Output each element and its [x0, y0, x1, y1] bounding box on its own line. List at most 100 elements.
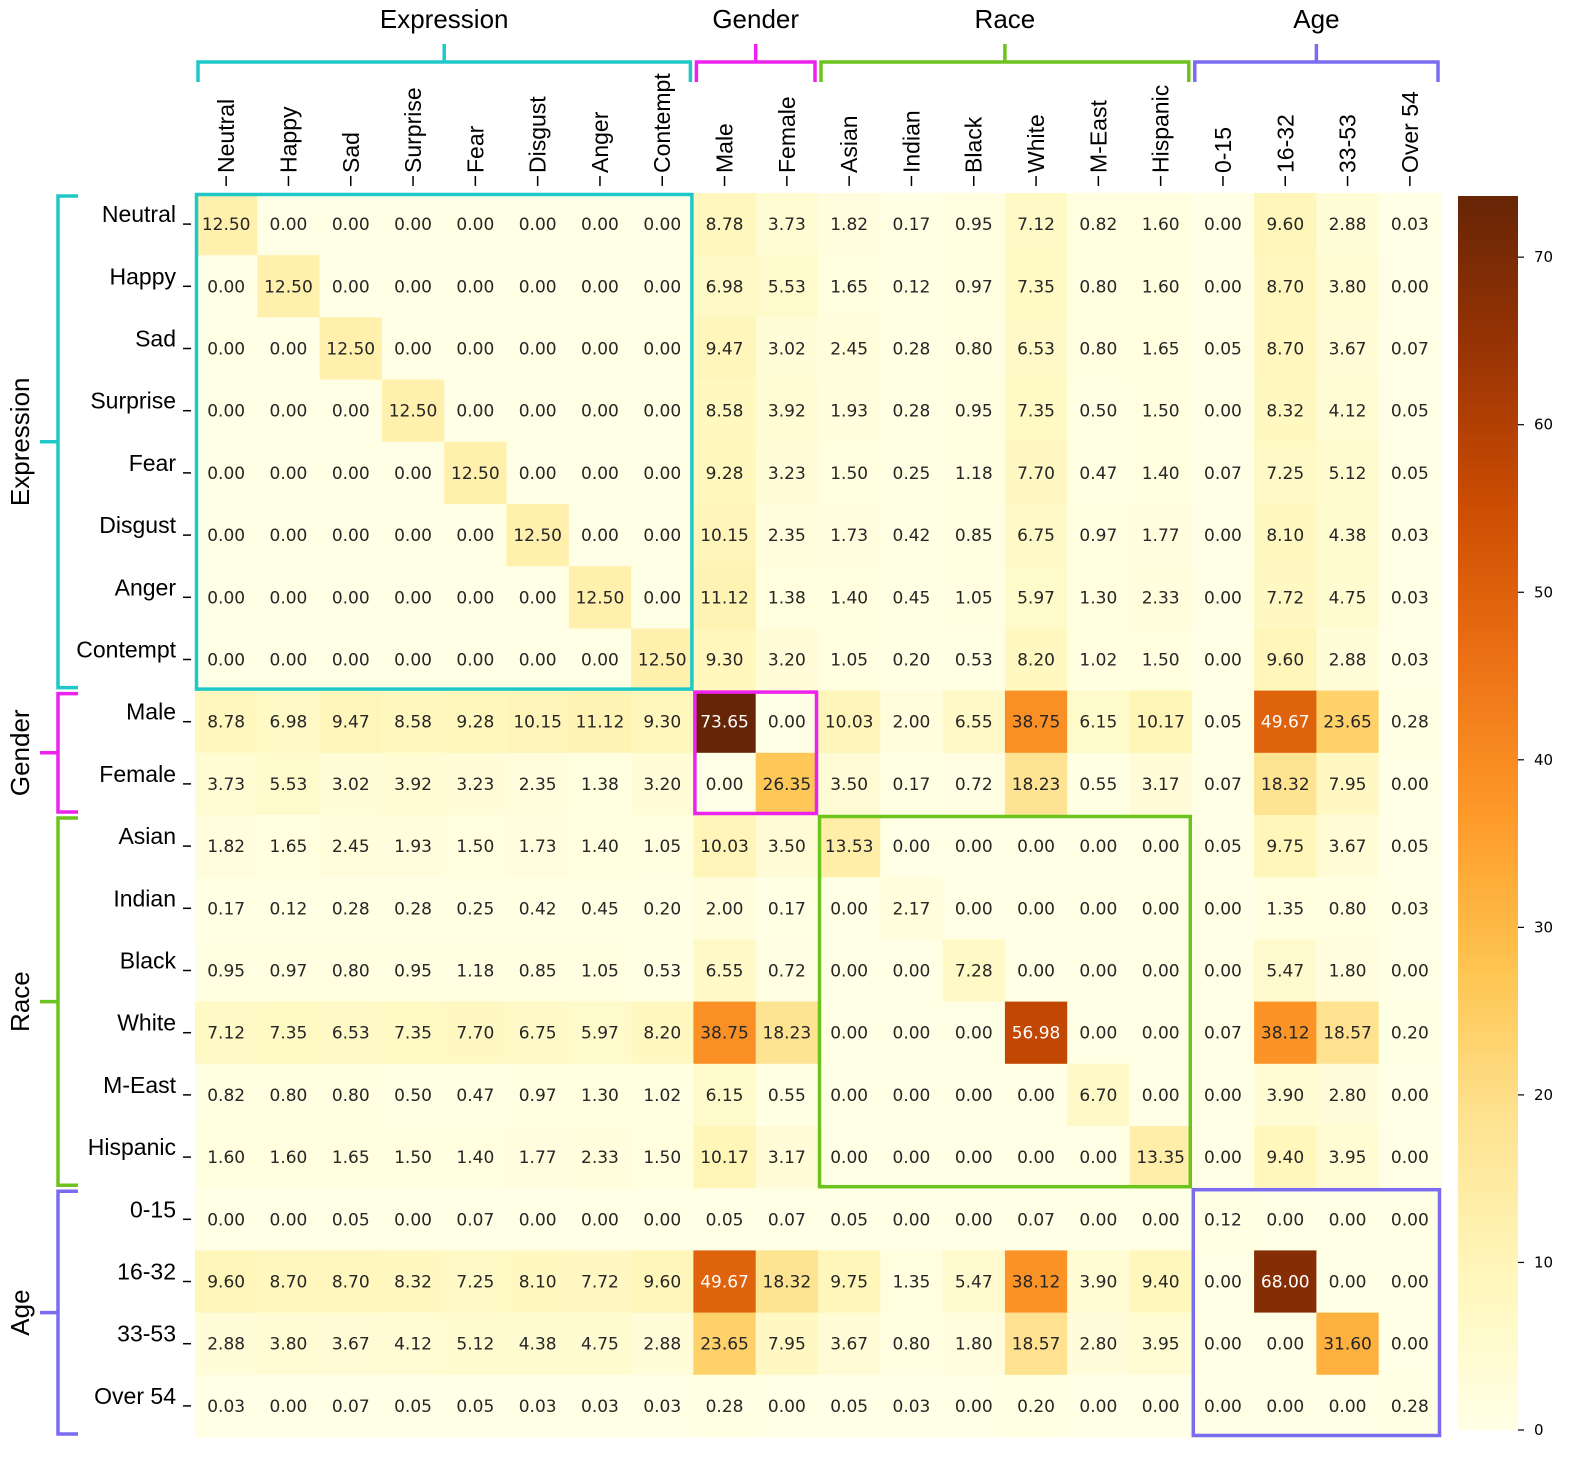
cell-value-label: 0.28 — [706, 1397, 744, 1417]
heatmap-cell — [1067, 1374, 1131, 1438]
cell-value-label: 2.00 — [893, 713, 931, 733]
cell-value-label: 0.00 — [207, 340, 245, 360]
column-label: M-East — [1085, 100, 1111, 173]
cell-value-label: 0.00 — [1204, 1273, 1242, 1293]
heatmap-cell — [631, 255, 694, 318]
heatmap-cell — [319, 566, 383, 629]
heatmap-cell — [1191, 255, 1255, 318]
cell-value-label: 4.75 — [581, 1335, 619, 1355]
heatmap-cell — [257, 1188, 321, 1251]
heatmap-cell — [1067, 1188, 1131, 1251]
heatmap-cell — [506, 1126, 570, 1189]
cell-value-label: 0.47 — [1079, 464, 1117, 484]
heatmap-cell — [568, 1126, 632, 1189]
cell-value-label: 2.17 — [893, 899, 931, 919]
heatmap-cell — [818, 690, 881, 754]
column-label: Anger — [587, 111, 613, 173]
cell-value-label: 0.00 — [1266, 1397, 1304, 1417]
cell-value-label: 1.40 — [581, 837, 619, 857]
heatmap-cell — [1316, 1126, 1380, 1189]
cell-value-label: 7.35 — [394, 1024, 432, 1044]
cell-value-label: 3.95 — [1329, 1148, 1367, 1168]
heatmap-cell — [942, 1374, 1006, 1438]
heatmap-cell — [444, 1126, 508, 1189]
heatmap-cell — [1316, 1063, 1380, 1127]
cell-value-label: 12.50 — [389, 402, 438, 422]
group-box — [693, 690, 819, 816]
heatmap-cell — [631, 317, 694, 381]
cell-value-label: 3.50 — [830, 775, 868, 795]
colorbar-tick-label: 20 — [1534, 1086, 1553, 1104]
heatmap-cell — [1067, 1126, 1131, 1189]
heatmap-cell — [755, 441, 819, 505]
heatmap-cell — [257, 1001, 321, 1065]
cell-value-label: 4.12 — [1329, 402, 1367, 422]
heatmap-cell — [1129, 1001, 1193, 1065]
cell-value-label: 3.90 — [1266, 1086, 1304, 1106]
cell-value-label: 1.65 — [830, 277, 868, 297]
cell-value-label: 6.53 — [332, 1024, 370, 1044]
heatmap-cell — [1191, 1063, 1255, 1127]
heatmap-cell — [506, 1250, 570, 1314]
heatmap-cell — [381, 504, 445, 567]
cell-value-label: 9.30 — [706, 651, 744, 671]
heatmap-cell — [1004, 1188, 1068, 1251]
cell-value-label: 3.23 — [768, 464, 806, 484]
heatmap-cell — [444, 504, 508, 567]
heatmap-cell — [1254, 1001, 1317, 1065]
cell-value-label: 0.97 — [519, 1086, 557, 1106]
cell-value-label: 7.72 — [1266, 588, 1304, 608]
cell-value-label: 0.80 — [1079, 340, 1117, 360]
cell-value-label: 6.98 — [270, 713, 308, 733]
row-label: Over 54 — [94, 1383, 176, 1409]
cell-value-label: 0.55 — [1079, 775, 1117, 795]
heatmap-cell — [1316, 1188, 1380, 1251]
heatmap-cell — [381, 628, 445, 692]
heatmap-cell — [1191, 1001, 1255, 1065]
heatmap-cell — [1067, 628, 1131, 692]
heatmap-cell — [1254, 504, 1317, 567]
cell-value-label: 18.32 — [1261, 775, 1310, 795]
heatmap-cell — [1191, 1312, 1255, 1376]
heatmap-cell — [444, 939, 508, 1003]
cell-value-label: 7.35 — [270, 1024, 308, 1044]
heatmap-cell — [1004, 690, 1068, 754]
heatmap-cell — [1067, 504, 1131, 567]
heatmap-cell — [1316, 628, 1380, 692]
cell-value-label: 8.20 — [643, 1024, 681, 1044]
cell-value-label: 1.18 — [955, 464, 993, 484]
cell-value-label: 0.03 — [643, 1397, 681, 1417]
cell-value-label: 0.17 — [893, 215, 931, 235]
cell-value-label: 4.75 — [1329, 588, 1367, 608]
cell-value-label: 0.82 — [1079, 215, 1117, 235]
cell-value-label: 0.05 — [1204, 340, 1242, 360]
cell-value-label: 0.00 — [1204, 526, 1242, 546]
group-box — [194, 192, 694, 691]
heatmap-cell — [257, 939, 321, 1003]
cell-value-label: 1.50 — [394, 1148, 432, 1168]
heatmap-cell — [444, 815, 508, 878]
heatmap-cell — [381, 690, 445, 754]
heatmap-cells: 12.50 0.00 0.00 0.00 0.00 0.00 0.00 0.00 8.78 3.7… — [195, 193, 1442, 1438]
cell-value-label: 7.35 — [1017, 402, 1055, 422]
heatmap-cell — [1004, 877, 1068, 940]
heatmap-cell — [818, 441, 881, 505]
heatmap-cell — [257, 1374, 321, 1438]
heatmap-cell — [195, 1063, 258, 1127]
cell-value-label: 3.80 — [270, 1335, 308, 1355]
top-group-bracket — [694, 44, 817, 82]
cell-value-label: 2.00 — [706, 899, 744, 919]
heatmap-cell — [1316, 379, 1380, 443]
cell-value-label: 8.32 — [1266, 402, 1304, 422]
heatmap-cell — [1004, 504, 1068, 567]
heatmap-cell — [942, 379, 1006, 443]
colorbar-tick-label: 30 — [1534, 918, 1553, 936]
cell-value-label: 0.00 — [1204, 588, 1242, 608]
heatmap-cell — [1378, 504, 1442, 567]
cell-value-label: 2.88 — [1329, 215, 1367, 235]
cell-value-label: 0.00 — [706, 775, 744, 795]
heatmap-cell — [1129, 379, 1193, 443]
heatmap-cell — [1067, 877, 1131, 940]
cell-value-label: 0.00 — [1079, 962, 1117, 982]
cell-value-label: 1.77 — [1142, 526, 1180, 546]
